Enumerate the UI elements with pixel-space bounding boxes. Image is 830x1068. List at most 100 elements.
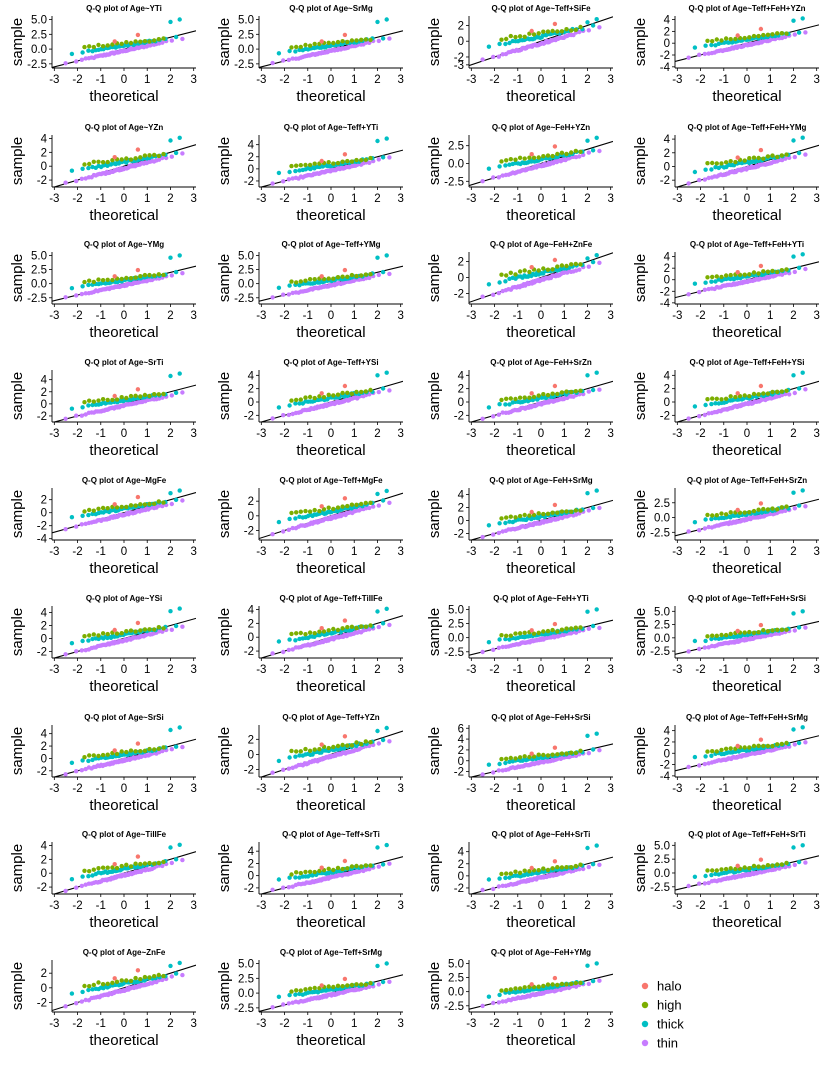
y-tick-label: 2.5 xyxy=(654,854,670,866)
data-point-thick xyxy=(293,49,297,53)
data-point-halo xyxy=(136,268,140,272)
x-tick-label: 2 xyxy=(584,428,590,440)
data-point-high xyxy=(766,507,770,511)
data-point-high xyxy=(747,630,751,634)
data-point-high xyxy=(710,396,714,400)
panel-title: Q-Q plot of Age~FeH+ZnFe xyxy=(490,240,593,249)
x-axis-label: theoretical xyxy=(506,324,575,341)
data-point-high xyxy=(161,392,165,396)
data-point-high xyxy=(143,393,147,397)
x-tick-label: 0 xyxy=(744,664,750,676)
x-tick-label: 2 xyxy=(374,310,380,322)
data-point-high xyxy=(336,628,340,632)
data-point-high xyxy=(752,631,756,635)
data-point-thick xyxy=(168,491,172,495)
data-point-high xyxy=(546,629,550,633)
x-tick-label: 2 xyxy=(584,546,590,558)
data-point-thin xyxy=(803,152,807,156)
data-point-high xyxy=(537,31,541,35)
data-point-high xyxy=(784,741,788,745)
data-point-thin xyxy=(793,742,797,746)
y-axis-label: sample xyxy=(426,490,443,538)
data-point-high xyxy=(719,161,723,165)
x-tick-label: 1 xyxy=(561,428,567,440)
x-tick-label: -1 xyxy=(303,310,313,322)
data-point-high xyxy=(509,34,513,38)
x-tick-label: 2 xyxy=(374,900,380,912)
x-axis-label: theoretical xyxy=(506,797,575,814)
x-tick-label: -1 xyxy=(96,546,106,558)
data-point-high xyxy=(106,278,110,282)
data-point-halo xyxy=(320,391,324,395)
x-tick-label: 0 xyxy=(328,664,334,676)
data-point-thin xyxy=(270,532,274,536)
data-point-thick xyxy=(381,155,385,159)
x-tick-label: 2 xyxy=(584,664,590,676)
data-point-thick xyxy=(585,20,589,24)
data-point-high xyxy=(340,626,344,630)
data-point-thin xyxy=(480,650,484,654)
data-point-halo xyxy=(113,748,117,752)
data-point-high xyxy=(129,979,133,983)
data-point-high xyxy=(340,867,344,871)
data-point-high xyxy=(766,391,770,395)
data-point-high xyxy=(766,744,770,748)
points-layer xyxy=(63,606,184,656)
y-tick-label: 4 xyxy=(458,847,465,859)
data-point-high xyxy=(523,156,527,160)
data-point-high xyxy=(350,38,354,42)
y-axis-label: sample xyxy=(216,18,233,66)
data-point-thin xyxy=(491,55,495,59)
data-point-thick xyxy=(693,45,697,49)
data-point-thick xyxy=(497,876,501,880)
x-tick-label: -3 xyxy=(466,428,476,440)
data-point-high xyxy=(92,983,96,987)
y-axis-label: sample xyxy=(632,254,649,302)
data-point-thin xyxy=(170,502,174,506)
data-point-thick xyxy=(703,168,707,172)
y-tick-label: 4 xyxy=(41,375,48,387)
data-point-thick xyxy=(70,761,74,765)
data-point-high xyxy=(537,268,541,272)
x-tick-label: 0 xyxy=(328,428,334,440)
data-point-high xyxy=(743,510,747,514)
data-point-high xyxy=(308,44,312,48)
data-point-thin xyxy=(63,61,67,65)
data-point-high xyxy=(354,158,358,162)
x-tick-label: -1 xyxy=(719,783,729,795)
panel-title: Q-Q plot of Age~Teff+YSi xyxy=(283,358,378,367)
data-point-thick xyxy=(168,845,172,849)
data-point-high xyxy=(82,509,86,513)
data-point-high xyxy=(775,507,779,511)
data-point-high xyxy=(133,629,137,633)
data-point-thick xyxy=(497,280,501,284)
data-point-high xyxy=(574,626,578,630)
panel-title: Q-Q plot of Age~ZnFe xyxy=(83,948,166,957)
x-tick-label: -1 xyxy=(303,74,313,86)
data-point-high xyxy=(82,45,86,49)
data-point-thick xyxy=(385,726,389,730)
x-tick-label: -1 xyxy=(513,310,523,322)
data-point-high xyxy=(368,501,372,505)
data-point-high xyxy=(350,743,354,747)
data-point-high xyxy=(569,626,573,630)
x-tick-label: 1 xyxy=(351,783,357,795)
data-point-high xyxy=(327,41,331,45)
data-point-high xyxy=(724,633,728,637)
x-axis-label: theoretical xyxy=(89,207,158,224)
data-point-thin xyxy=(387,388,391,392)
x-tick-label: 0 xyxy=(538,428,544,440)
points-layer xyxy=(63,253,184,299)
data-point-thin xyxy=(703,645,707,649)
data-point-thick xyxy=(86,874,90,878)
data-point-high xyxy=(133,156,137,160)
data-point-high xyxy=(747,394,751,398)
x-tick-label: 1 xyxy=(144,193,150,205)
panel-title: Q-Q plot of Age~FeH+YZn xyxy=(492,123,590,132)
data-point-high xyxy=(504,634,508,638)
y-tick-label: -2 xyxy=(244,525,254,537)
data-point-halo xyxy=(759,264,763,268)
data-point-thick xyxy=(375,729,379,733)
data-point-thick xyxy=(168,20,172,24)
